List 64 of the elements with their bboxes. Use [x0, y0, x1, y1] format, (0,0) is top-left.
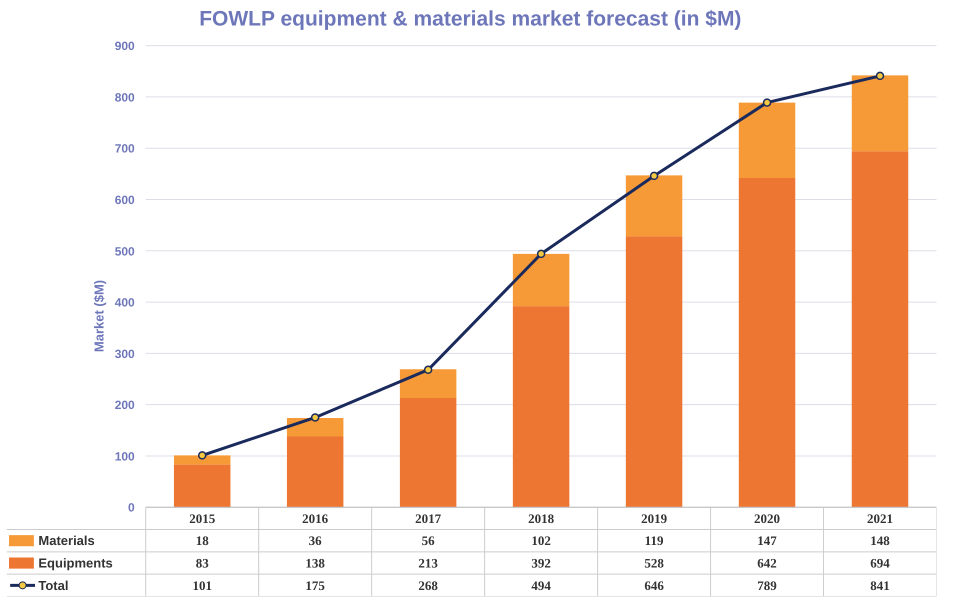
point [650, 172, 658, 180]
data-label: 102 [531, 533, 551, 548]
x-tick-label: 2018 [528, 510, 555, 526]
bar [512, 306, 570, 508]
data-label: 646 [644, 578, 664, 593]
data-label: 789 [757, 578, 778, 593]
y-tick-label: 900 [114, 39, 136, 54]
y-tick-label: 800 [114, 90, 136, 104]
legend-label: Materials [38, 533, 95, 548]
y-tick-label: 500 [114, 244, 136, 258]
point [762, 98, 772, 107]
point [424, 366, 432, 374]
x-tick-label: 2021 [867, 510, 894, 526]
data-label: 138 [305, 556, 326, 571]
data-label: 841 [870, 578, 890, 593]
point [198, 451, 206, 460]
bar [400, 398, 456, 508]
data-label: 18 [196, 533, 210, 548]
bar [852, 151, 908, 508]
data-label: 175 [305, 578, 326, 593]
bar [512, 254, 570, 306]
data-label: 36 [308, 533, 322, 548]
data-label: 147 [757, 533, 778, 548]
x-tick-label: 2015 [189, 510, 216, 526]
data-label: 83 [196, 556, 210, 571]
bar [174, 455, 230, 465]
data-label: 101 [192, 578, 212, 593]
legend-label: Equipments [38, 556, 113, 571]
bar [286, 436, 344, 508]
x-tick-label: 2020 [754, 510, 780, 526]
y-tick-label: 200 [114, 398, 136, 412]
x-tick-label: 2016 [302, 510, 329, 526]
y-tick-label: 400 [114, 296, 136, 310]
y-tick-label: 100 [114, 449, 136, 464]
bar [286, 418, 344, 436]
data-label: 642 [757, 556, 777, 571]
y-tick-label: 600 [114, 193, 136, 208]
data-label: 56 [422, 533, 436, 548]
legend-label: Total [38, 578, 68, 593]
data-label: 213 [418, 556, 438, 571]
y-axis-title: Market ($M) [91, 280, 106, 352]
data-label: 268 [418, 578, 438, 593]
y-tick-label: 700 [114, 142, 136, 156]
data-label: 528 [644, 556, 664, 571]
chart-title: FOWLP equipment & materials market forecast (in $M) [199, 8, 742, 30]
point [310, 413, 320, 422]
bar [400, 369, 456, 398]
point [536, 250, 546, 258]
bar [738, 178, 796, 508]
data-label: 494 [531, 578, 552, 593]
data-label: 392 [531, 556, 551, 571]
bar [852, 75, 908, 152]
data-label: 119 [644, 533, 664, 548]
data-label: 148 [870, 533, 890, 548]
y-tick-label: 0 [128, 500, 136, 515]
data-label: 694 [870, 556, 890, 571]
point [876, 72, 884, 80]
y-tick-label: 300 [114, 346, 136, 361]
bar [174, 464, 230, 508]
bar [626, 236, 682, 508]
bar [738, 102, 796, 178]
x-tick-label: 2017 [415, 510, 442, 526]
bar [626, 175, 682, 236]
x-tick-label: 2019 [641, 510, 668, 526]
